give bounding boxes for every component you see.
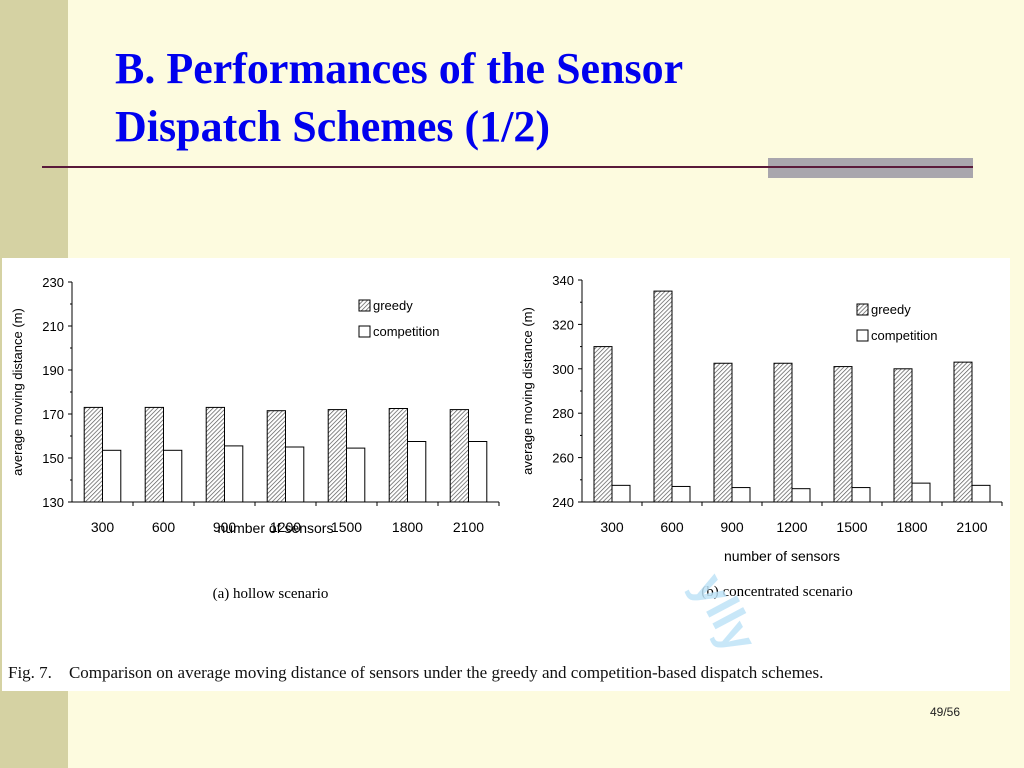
bar-competition bbox=[791, 488, 811, 503]
bar-competition bbox=[407, 441, 427, 503]
y-axis-label: average moving distance (m) bbox=[10, 308, 25, 476]
bar-greedy bbox=[893, 368, 913, 503]
y-tick-label: 280 bbox=[552, 406, 574, 421]
legend-label-competition: competition bbox=[871, 328, 937, 343]
y-tick-label: 170 bbox=[42, 407, 64, 422]
bar-competition bbox=[611, 484, 631, 503]
y-tick-label: 320 bbox=[552, 317, 574, 332]
bar-competition bbox=[102, 449, 122, 503]
legend-label-competition: competition bbox=[373, 324, 439, 339]
slide-title-line-1: B. Performances of the Sensor bbox=[115, 44, 684, 93]
x-axis-label: number of sensors bbox=[724, 548, 840, 564]
bar-greedy bbox=[593, 346, 613, 503]
bar-competition bbox=[346, 447, 366, 503]
bar-greedy bbox=[205, 406, 225, 503]
figure-caption-label: Fig. 7. bbox=[8, 663, 52, 682]
x-tick-label: 900 bbox=[720, 519, 744, 535]
bar-competition bbox=[731, 487, 751, 503]
x-tick-label: 600 bbox=[660, 519, 684, 535]
figure-caption: Fig. 7. Comparison on average moving dis… bbox=[8, 663, 998, 683]
x-axis-label: number of sensors bbox=[218, 520, 334, 536]
bar-greedy bbox=[449, 409, 470, 503]
bar-greedy bbox=[773, 362, 793, 503]
bar-greedy bbox=[653, 290, 673, 503]
figure-panel: 130 150 170 190 210 230 300 600 900 1200 1500 1800 2… bbox=[2, 258, 1010, 691]
chart-subtitle: (a) hollow scenario bbox=[213, 586, 329, 602]
bar-competition bbox=[468, 441, 488, 503]
x-tick-label: 300 bbox=[600, 519, 624, 535]
bar-greedy bbox=[713, 362, 733, 503]
bar-greedy bbox=[953, 361, 973, 503]
x-tick-label: 2100 bbox=[956, 519, 987, 535]
title-divider-accent bbox=[768, 158, 973, 178]
chart-subtitle: (b) concentrated scenario bbox=[701, 584, 853, 600]
figure-caption-text: Comparison on average moving distance of… bbox=[68, 663, 824, 682]
bar-greedy bbox=[388, 408, 409, 503]
y-tick-label: 230 bbox=[42, 275, 64, 290]
bar-greedy bbox=[327, 409, 348, 503]
slide-title-line-2: Dispatch Schemes (1/2) bbox=[115, 102, 551, 151]
x-tick-label: 300 bbox=[91, 519, 115, 535]
legend-label-greedy: greedy bbox=[871, 302, 911, 317]
legend-swatch-greedy bbox=[856, 303, 869, 316]
legend-swatch-competition bbox=[358, 325, 371, 338]
legend-label-greedy: greedy bbox=[373, 298, 413, 313]
y-tick-label: 130 bbox=[42, 495, 64, 510]
bar-competition bbox=[671, 485, 691, 503]
x-tick-label: 1500 bbox=[836, 519, 867, 535]
y-tick-label: 210 bbox=[42, 319, 64, 334]
x-tick-label: 1200 bbox=[270, 519, 301, 535]
x-tick-label: 900 bbox=[213, 519, 237, 535]
bar-greedy bbox=[144, 406, 164, 503]
slide-title: B. Performances of the Sensor Dispatch S… bbox=[115, 40, 875, 156]
y-tick-label: 300 bbox=[552, 362, 574, 377]
y-tick-label: 260 bbox=[552, 451, 574, 466]
bar-competition bbox=[224, 445, 244, 503]
bar-charts: 130 150 170 190 210 230 300 600 900 1200 1500 1800 2… bbox=[10, 273, 1003, 602]
y-tick-label: 190 bbox=[42, 363, 64, 378]
page-number: 49/56 bbox=[930, 705, 961, 719]
x-tick-label: 2100 bbox=[453, 519, 484, 535]
bar-competition bbox=[911, 482, 931, 503]
x-tick-label: 1800 bbox=[896, 519, 927, 535]
bar-competition bbox=[285, 446, 305, 503]
bar-greedy bbox=[83, 406, 103, 503]
bar-greedy bbox=[266, 410, 287, 503]
x-tick-label: 600 bbox=[152, 519, 176, 535]
legend-swatch-competition bbox=[856, 329, 869, 342]
y-tick-label: 340 bbox=[552, 273, 574, 288]
y-tick-label: 150 bbox=[42, 451, 64, 466]
x-tick-label: 1200 bbox=[776, 519, 807, 535]
bar-competition bbox=[971, 484, 991, 503]
x-tick-label: 1500 bbox=[331, 519, 362, 535]
x-tick-label: 1800 bbox=[392, 519, 423, 535]
bar-competition bbox=[851, 487, 871, 503]
bar-competition bbox=[163, 449, 183, 503]
title-divider bbox=[42, 166, 972, 168]
legend-swatch-greedy bbox=[358, 299, 371, 312]
y-tick-label: 240 bbox=[552, 495, 574, 510]
y-axis-label: average moving distance (m) bbox=[520, 307, 535, 475]
bar-greedy bbox=[833, 366, 853, 503]
